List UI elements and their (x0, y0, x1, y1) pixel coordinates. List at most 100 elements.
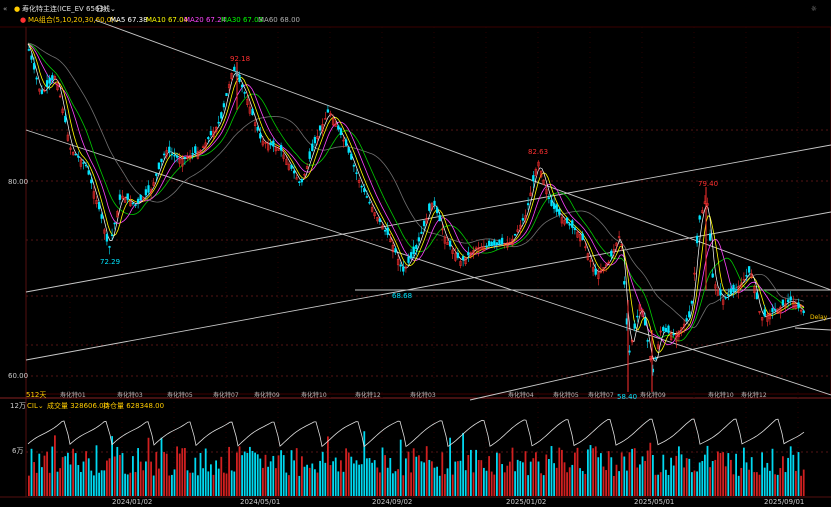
ma-indicator-title[interactable]: MA组合(5,10,20,30,60,0)⌄ (28, 15, 120, 26)
volume-bar (103, 470, 106, 496)
contract-label: 寿化特10 (708, 392, 734, 399)
volume-bar (93, 475, 95, 496)
candle-body (688, 311, 691, 318)
candle-body (139, 194, 142, 201)
candle-body (204, 142, 207, 150)
candle-body (217, 121, 220, 124)
candle-body (243, 92, 246, 94)
volume-bar (550, 446, 553, 496)
volume-bar (358, 464, 360, 496)
candle-body (690, 301, 694, 304)
volume-bar (412, 448, 415, 496)
indicator-selector[interactable]: CIL⌄ (27, 402, 44, 411)
contract-label: 寿化特05 (167, 392, 193, 399)
volume-bar (56, 471, 59, 496)
volume-bar (405, 458, 407, 496)
volume-bar (61, 457, 64, 496)
candle-body (121, 195, 124, 199)
volume-bar (82, 461, 85, 496)
volume-bar (475, 449, 477, 496)
volume-bar (301, 456, 303, 496)
volume-bar (451, 474, 454, 496)
date-axis-label: 2025/05/01 (634, 498, 675, 506)
candle-body (797, 302, 800, 308)
candle-body (680, 327, 683, 331)
period-selector[interactable]: 日线⌄ (96, 4, 116, 15)
date-axis-label: 2024/09/02 (372, 498, 413, 506)
volume-bar (493, 474, 496, 496)
volume-bar (748, 469, 750, 496)
candle-body (459, 261, 462, 266)
volume-bar (189, 472, 191, 496)
contract-label: 寿化特03 (410, 392, 436, 399)
candle-body (71, 151, 75, 155)
volume-bar (116, 446, 119, 496)
volume-bar (418, 455, 420, 496)
volume-bar (597, 457, 600, 496)
candle-body (708, 233, 712, 241)
candle-body (69, 147, 72, 150)
volume-bar (771, 448, 774, 496)
volume-bar (483, 467, 485, 496)
candle-body (113, 222, 116, 225)
candle-body (386, 227, 389, 235)
candle-body (402, 266, 405, 272)
volume-bar (787, 457, 789, 496)
candle-body (784, 303, 787, 308)
volume-bar (212, 474, 215, 496)
candle-body (394, 248, 397, 253)
candle-body (675, 334, 678, 342)
volume-bar (581, 471, 584, 496)
candle-body (695, 235, 699, 244)
volume-bar (340, 460, 342, 496)
low-annotation: 72.29 (100, 258, 121, 266)
ma20-line (27, 43, 805, 346)
volume-bar (420, 461, 423, 496)
volume-bar (714, 459, 717, 496)
candle-body (565, 217, 569, 224)
volume-bar (779, 468, 782, 496)
volume-bar (121, 453, 124, 496)
candle-body (48, 77, 51, 84)
volume-bar (108, 458, 111, 496)
candle-body (789, 296, 792, 301)
candle-body (66, 134, 70, 141)
volume-bar (111, 436, 113, 496)
candle-body (321, 124, 324, 132)
candle-body (490, 241, 493, 246)
volume-bar (683, 467, 685, 496)
candle-body (253, 122, 257, 126)
volume-bar (605, 470, 607, 496)
brightness-icon[interactable]: ☼ (810, 5, 817, 13)
ma60-value: MA60 68.00 (258, 16, 300, 24)
candle-body (123, 197, 127, 203)
candle-body (732, 284, 735, 293)
low-annotation: 58.40 (617, 393, 638, 401)
candle-body (607, 261, 610, 264)
volume-bar (641, 456, 644, 496)
volume-bar (249, 446, 251, 496)
volume-bar (155, 452, 158, 496)
volume-bar (600, 453, 602, 496)
candle-body (61, 108, 64, 114)
candle-body (498, 239, 501, 245)
volume-bar (132, 456, 134, 496)
candle-body (721, 299, 725, 305)
volume-bar (659, 472, 662, 496)
instrument-title[interactable]: 寿化特主连(ICE_EV 6563) (22, 5, 107, 13)
volume-bar (537, 461, 540, 496)
candle-body (305, 166, 309, 169)
candle-body (311, 143, 314, 152)
volume-bar (490, 471, 493, 496)
volume-bar (646, 450, 649, 496)
volume-bar (67, 452, 69, 496)
candle-body (110, 234, 114, 236)
candle-body (654, 357, 657, 360)
volume-bar (194, 457, 197, 496)
candle-body (90, 179, 93, 184)
candle-body (87, 170, 90, 175)
candle-body (747, 266, 751, 273)
contract-label: 寿化特05 (553, 392, 579, 399)
double-chevron-left-icon[interactable]: « (3, 5, 8, 13)
